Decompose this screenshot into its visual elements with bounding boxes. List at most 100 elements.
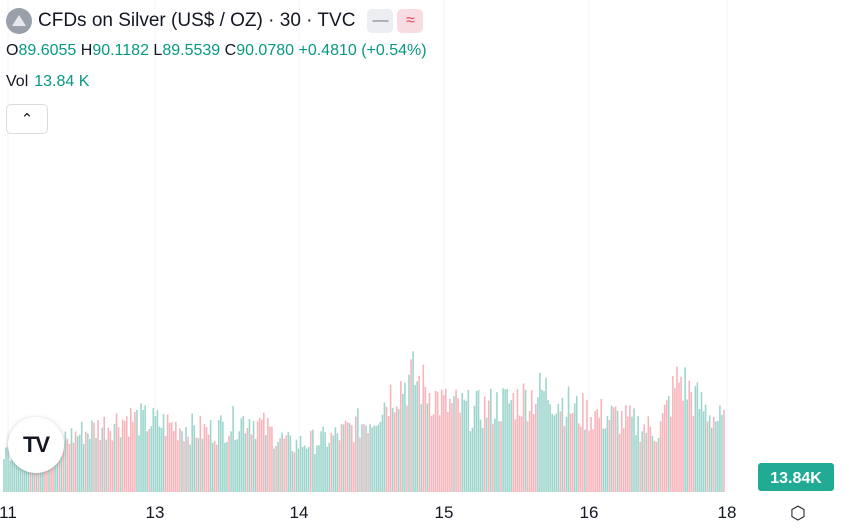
time-axis[interactable]: 11 13 14 15 16 18 [0, 503, 736, 522]
symbol-icon[interactable] [6, 8, 32, 34]
change-value: +0.4810 (+0.54%) [298, 42, 427, 59]
volume-bar [203, 423, 206, 492]
volume-bar [545, 377, 547, 492]
volume-bar [667, 396, 670, 492]
volume-bar [375, 426, 378, 492]
volume-bar [367, 433, 369, 492]
volume-bar [156, 410, 159, 492]
volume-bar [307, 446, 310, 492]
close-value: 90.0780 [236, 42, 295, 59]
volume-bar [193, 425, 196, 492]
volume-bar [172, 431, 175, 492]
volume-bar [571, 412, 574, 492]
volume-bar [228, 435, 230, 492]
volume-bar [655, 442, 658, 492]
volume-bar [590, 416, 592, 492]
volume-bar [436, 391, 439, 492]
volume-bar [596, 409, 598, 492]
volume-bar [438, 415, 441, 492]
volume-bar [698, 408, 701, 492]
low-key: L [153, 42, 163, 59]
volume-bar [189, 444, 191, 492]
volume-bar [508, 403, 511, 492]
volume-bar [160, 427, 163, 492]
volume-bars [3, 351, 725, 492]
volume-bar [416, 381, 418, 492]
collapse-legend-button[interactable]: ⌃ [6, 104, 48, 134]
volume-bar [541, 389, 543, 492]
volume-bar [549, 404, 551, 492]
volume-bar [659, 421, 662, 492]
volume-bar [138, 435, 140, 492]
volume-bar [645, 432, 648, 492]
volume-bar [252, 420, 255, 492]
settings-icon[interactable]: ⬡ [790, 503, 806, 523]
volume-bar [518, 415, 521, 492]
volume-bar [657, 437, 660, 492]
volume-bar [82, 444, 85, 492]
volume-bar [150, 426, 153, 492]
volume-bar [78, 434, 81, 492]
volume-bar [166, 414, 169, 492]
volume-bar [608, 420, 611, 492]
volume-bar [424, 386, 427, 492]
volume-bar [537, 397, 539, 492]
volume-bar [567, 386, 570, 492]
volume-bar [649, 426, 652, 492]
tradingview-logo[interactable]: TV [8, 417, 64, 473]
volume-bar [85, 431, 87, 492]
volume-bar [516, 389, 519, 492]
volume-bar [105, 439, 108, 492]
volume-bar [117, 427, 120, 492]
minus-icon[interactable]: — [367, 9, 394, 33]
time-tick-label: 11 [0, 503, 17, 522]
time-tick-label: 18 [718, 503, 737, 522]
volume-bar [328, 442, 331, 492]
volume-bar [87, 433, 89, 492]
volume-bar [191, 413, 193, 492]
volume-bar [620, 410, 623, 492]
volume-bar [175, 421, 177, 492]
volume-bar [506, 388, 508, 492]
volume-bar [314, 453, 316, 492]
volume-bar [13, 458, 16, 492]
volume-bar [633, 408, 635, 492]
volume-bar [289, 435, 292, 492]
volume-bar [7, 446, 9, 492]
volume-bar [469, 431, 472, 492]
volume-bar [451, 403, 453, 492]
volume-bar [688, 380, 691, 492]
volume-bar [631, 416, 633, 492]
volume-bar [199, 415, 202, 492]
volume-bar [29, 456, 32, 492]
volume-bar [70, 428, 73, 492]
volume-bar [154, 416, 157, 492]
volume-bar [577, 423, 580, 492]
volume-bar [197, 438, 200, 492]
time-tick-label: 15 [435, 503, 454, 522]
volume-bar [682, 400, 684, 492]
volume-bar [134, 411, 136, 492]
volume-bar [42, 454, 44, 492]
volume-bar [721, 414, 723, 492]
volume-bar [706, 421, 709, 492]
time-tick-label: 14 [290, 503, 309, 522]
volume-bar [381, 414, 384, 492]
volume-bar [224, 442, 226, 492]
volume-bar [447, 411, 449, 492]
volume-bar [710, 427, 713, 492]
volume-bar [119, 437, 122, 492]
volume-bar [164, 435, 167, 492]
volume-bar [64, 431, 67, 492]
volume-bar [17, 459, 20, 492]
volume-bar [236, 439, 238, 492]
volume-bar [547, 400, 549, 492]
volume-bar [715, 421, 717, 492]
volume-bar [66, 438, 69, 492]
volume-bar [330, 432, 333, 492]
wave-icon[interactable]: ≈ [397, 9, 424, 33]
volume-bar [269, 426, 271, 492]
symbol-title[interactable]: CFDs on Silver (US$ / OZ) · 30 · TVC [38, 10, 356, 31]
volume-bar [676, 366, 678, 492]
